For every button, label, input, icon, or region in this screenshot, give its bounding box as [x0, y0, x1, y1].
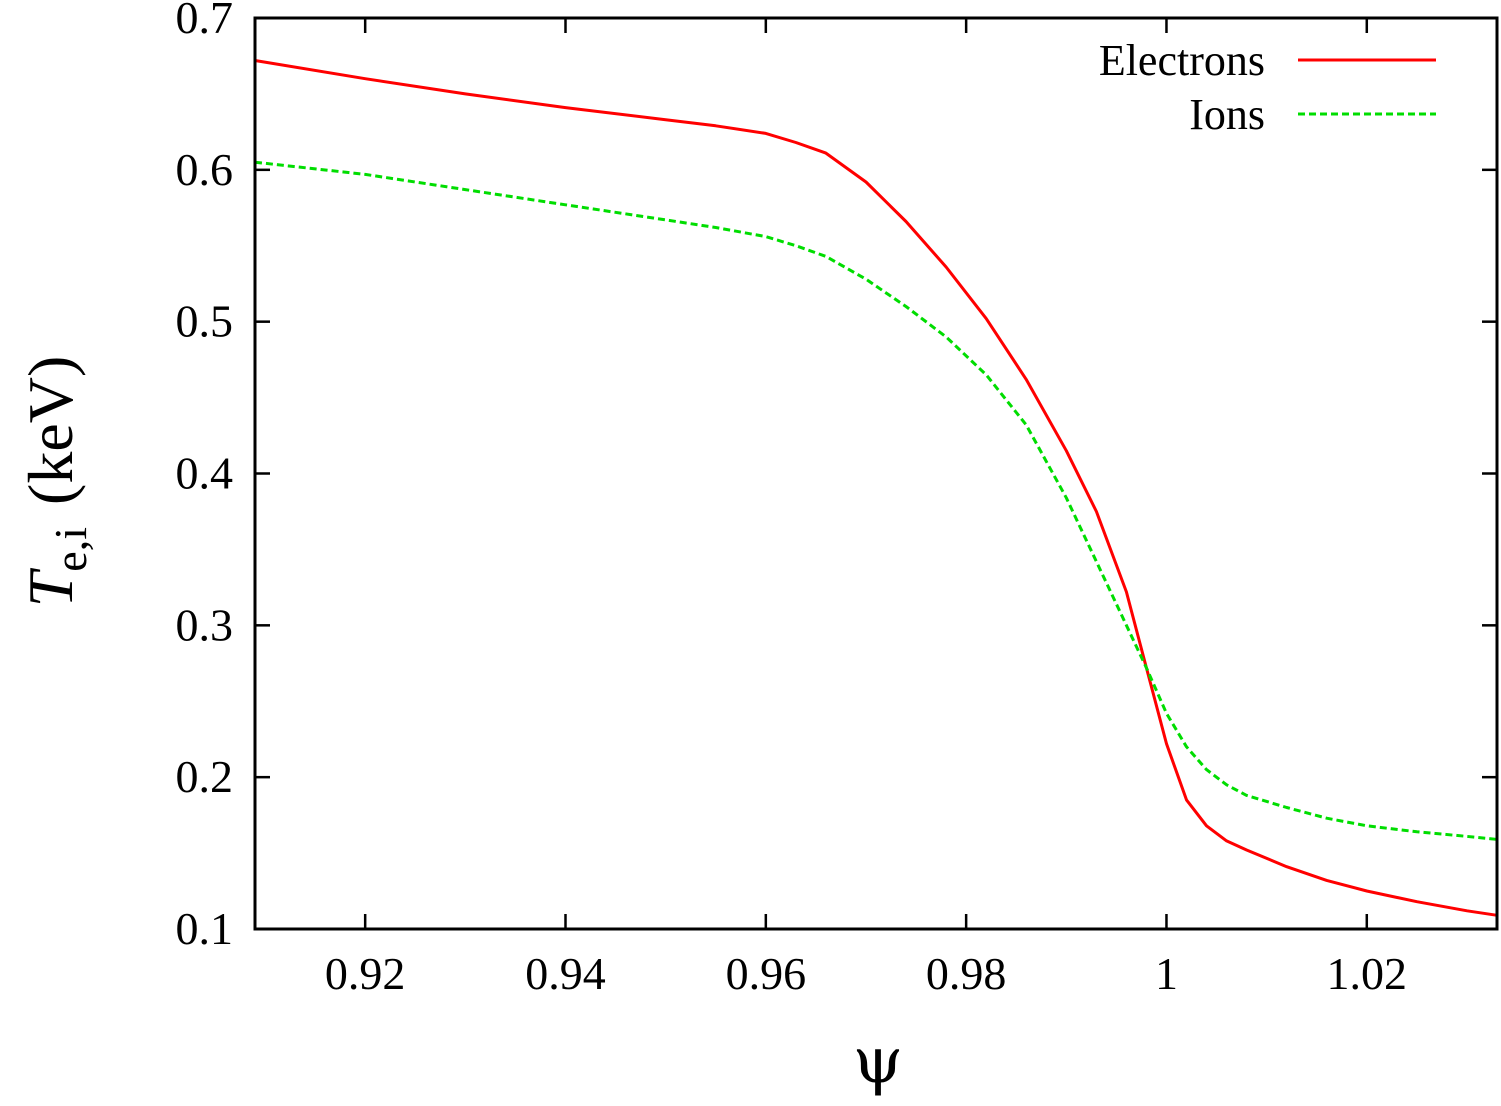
x-tick-label: 1: [1155, 948, 1178, 999]
y-axis-label: Te,i (keV): [15, 356, 96, 608]
y-axis-label-subscript: e,i: [45, 527, 96, 572]
legend-label-electrons: Electrons: [1099, 36, 1265, 85]
series-line-electrons: [254, 59, 1498, 917]
x-tick-label: 0.94: [525, 948, 606, 999]
x-tick-label: 0.96: [726, 948, 807, 999]
legend: Electrons Ions: [1099, 36, 1436, 139]
ticks-layer: [255, 16, 1497, 931]
y-tick-label: 0.6: [176, 144, 234, 195]
x-tick-label: 1.02: [1327, 948, 1408, 999]
series-layer: [254, 59, 1498, 917]
x-axis-label: ψ: [853, 1024, 903, 1098]
x-tick-label: 0.92: [325, 948, 406, 999]
plot-frame: [253, 16, 1499, 931]
legend-label-ions: Ions: [1189, 90, 1265, 139]
y-tick-label: 0.7: [176, 0, 234, 43]
x-tick-label: 0.98: [926, 948, 1007, 999]
y-axis-label-symbol: T: [15, 567, 86, 607]
y-tick-label: 0.1: [176, 903, 234, 954]
y-tick-label: 0.3: [176, 599, 234, 650]
y-tick-label: 0.4: [176, 448, 234, 499]
y-axis-label-unit: (keV): [15, 356, 86, 505]
series-line-ions: [254, 160, 1498, 841]
y-tick-label: 0.5: [176, 296, 234, 347]
y-tick-label: 0.2: [176, 751, 234, 802]
tick-labels-layer: 0.92 0.94 0.96 0.98 1 1.02 0.1 0.2 0.3 0.4 0.5 0.6 0…: [176, 0, 1408, 999]
